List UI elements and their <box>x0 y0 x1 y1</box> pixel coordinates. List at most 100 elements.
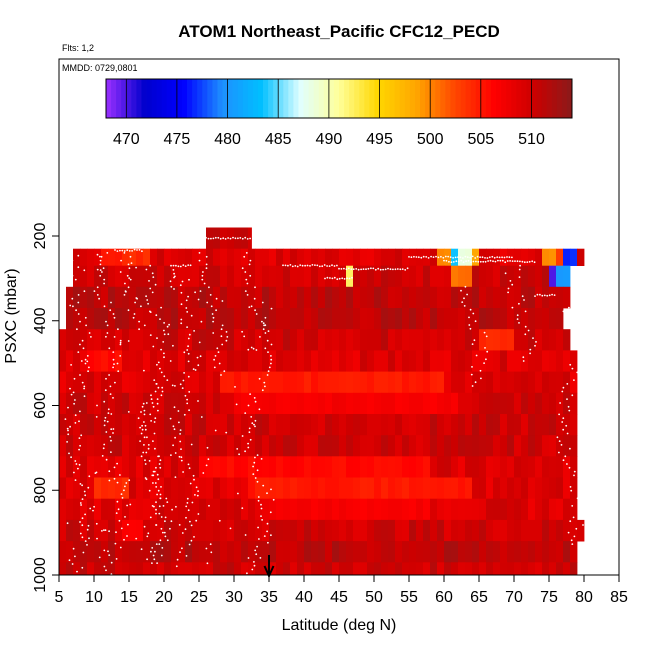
sample-dot <box>461 301 464 303</box>
heat-cell <box>220 329 228 351</box>
sample-dot <box>109 436 112 438</box>
heat-cell <box>150 541 158 563</box>
sample-dot <box>558 440 561 442</box>
heat-cell <box>276 265 284 288</box>
heat-cell <box>290 329 298 351</box>
heat-cell <box>73 519 81 542</box>
heat-cell <box>339 286 347 309</box>
sample-dot <box>115 558 118 560</box>
heat-cell <box>409 477 417 500</box>
sample-dot <box>119 271 122 273</box>
sample-dot <box>163 333 166 336</box>
sample-dot <box>472 312 475 315</box>
colorbar-segment <box>156 79 163 118</box>
heat-cell <box>325 286 333 309</box>
sample-dot <box>119 249 121 252</box>
heat-cell <box>262 371 270 394</box>
heat-cell <box>465 456 473 478</box>
sample-dot <box>457 260 460 263</box>
sample-dot <box>175 565 178 568</box>
sample-dot <box>125 482 128 484</box>
sample-dot <box>202 472 205 474</box>
heat-cell <box>374 498 382 521</box>
heat-cell <box>549 414 557 436</box>
heat-cell <box>535 414 543 436</box>
sample-dot <box>152 405 155 408</box>
sample-dot <box>507 287 510 290</box>
sample-dot <box>88 366 90 369</box>
sample-dot <box>516 260 519 263</box>
heat-cell <box>521 519 529 542</box>
heat-cell <box>486 350 494 372</box>
heat-cell <box>395 498 403 521</box>
sample-dot <box>362 268 365 270</box>
heat-cell <box>416 392 424 415</box>
sample-dot <box>183 413 186 416</box>
heat-cell <box>416 456 424 478</box>
heat-cell <box>297 329 305 351</box>
heat-cell <box>122 456 130 478</box>
sample-dot <box>474 381 477 384</box>
heat-cell <box>367 456 375 478</box>
sample-dot <box>270 362 272 365</box>
heat-cell <box>542 456 550 478</box>
sample-dot <box>570 318 573 320</box>
heat-cell <box>115 519 123 542</box>
heat-cell <box>556 265 564 288</box>
heat-cell <box>178 329 186 351</box>
heat-cell <box>507 286 515 309</box>
heat-cell <box>234 286 242 309</box>
heat-cell <box>220 286 228 309</box>
heat-cell <box>556 519 564 542</box>
sample-dot <box>254 477 257 479</box>
heat-cell <box>367 477 375 500</box>
colorbar-segment <box>116 79 122 118</box>
heat-cell <box>227 435 235 457</box>
heat-cell <box>290 477 298 500</box>
heat-cell <box>297 350 305 372</box>
heat-cell <box>332 329 340 351</box>
sample-dot <box>106 332 109 334</box>
sample-dot <box>284 264 287 267</box>
sample-dot <box>208 286 210 289</box>
sample-dot <box>76 570 78 573</box>
sample-dot <box>186 349 189 351</box>
heat-cell <box>66 519 74 542</box>
sample-dot <box>318 265 321 268</box>
sample-dot <box>304 264 306 267</box>
sample-dot <box>576 497 579 500</box>
heat-cell <box>353 519 361 542</box>
sample-dot <box>168 323 171 326</box>
sample-dot <box>580 356 583 359</box>
heat-cell <box>241 456 249 478</box>
sample-dot <box>213 358 216 361</box>
heat-cell <box>416 435 424 457</box>
sample-dot <box>81 484 83 487</box>
sample-dot <box>110 451 112 453</box>
sample-dot <box>198 341 201 344</box>
heat-cell <box>290 308 298 330</box>
chart-title: ATOM1 Northeast_Pacific CFC12_PECD <box>178 22 500 41</box>
sample-dot <box>582 348 584 351</box>
heat-cell <box>283 414 291 436</box>
heat-cell <box>178 286 186 309</box>
heat-cell <box>325 371 333 394</box>
heat-cell <box>94 562 102 576</box>
heat-cell <box>108 519 116 542</box>
sample-dot <box>581 375 584 378</box>
sample-dot <box>160 306 163 309</box>
sample-dot <box>159 318 161 320</box>
sample-dot <box>257 499 260 502</box>
sample-dot <box>261 389 264 392</box>
heat-cell <box>115 350 123 372</box>
heat-cell <box>528 519 536 542</box>
heat-cell <box>332 498 340 521</box>
sample-dot <box>96 537 98 540</box>
sample-dot <box>66 427 69 430</box>
sample-dot <box>151 562 153 564</box>
heat-cell <box>332 477 340 500</box>
heat-cell <box>199 248 207 266</box>
heat-cell <box>472 498 480 521</box>
sample-dot <box>207 237 210 240</box>
heat-cell <box>297 248 305 266</box>
